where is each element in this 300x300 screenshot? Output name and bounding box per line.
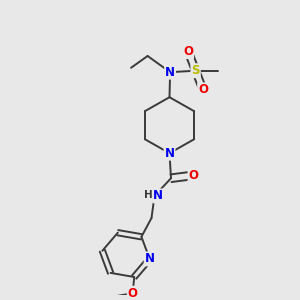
Text: O: O: [183, 45, 193, 58]
Text: O: O: [188, 169, 199, 182]
Text: H: H: [144, 190, 153, 200]
Text: N: N: [145, 252, 154, 266]
Text: O: O: [198, 83, 208, 96]
Text: N: N: [165, 66, 175, 79]
Text: O: O: [128, 287, 138, 300]
Text: S: S: [191, 64, 200, 77]
Text: N: N: [164, 147, 175, 160]
Text: N: N: [153, 189, 163, 203]
